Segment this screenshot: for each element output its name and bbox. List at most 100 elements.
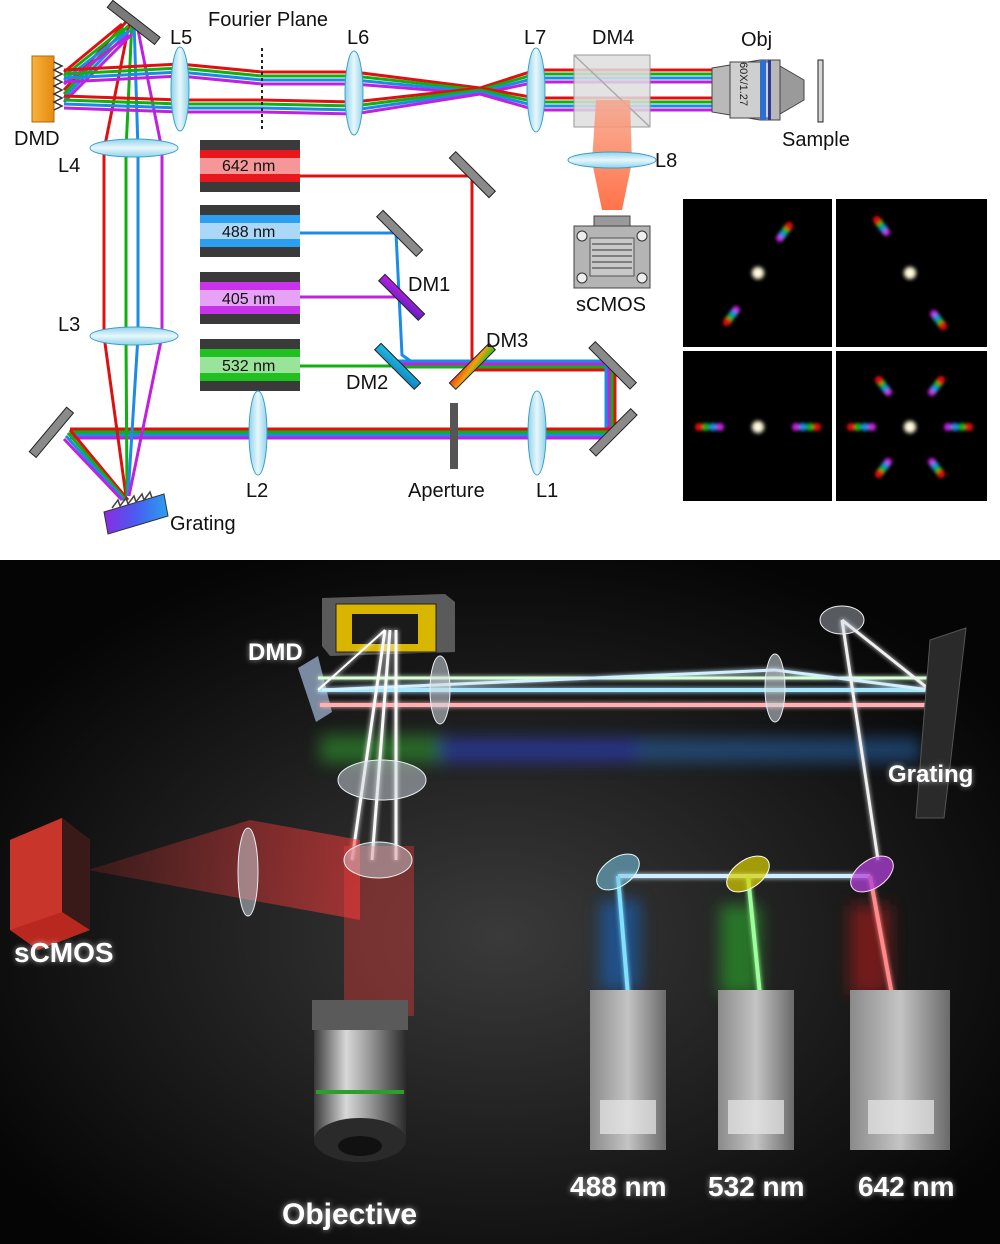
objective-lens	[711, 59, 805, 121]
label-l3: L3	[58, 314, 80, 336]
svg-text:405 nm: 405 nm	[222, 291, 275, 308]
render-lens-1	[429, 655, 451, 725]
lens-l8	[567, 151, 657, 169]
pattern-spot	[958, 423, 966, 431]
laser-488: 488 nm	[200, 205, 300, 257]
mirror-top-left	[106, 0, 161, 46]
pattern-spot	[854, 423, 862, 431]
render-background	[0, 560, 1000, 1244]
pattern-center-spot	[750, 419, 766, 435]
pattern-spot	[868, 423, 876, 431]
pattern-spot	[695, 423, 703, 431]
illumination-patterns	[683, 199, 987, 501]
label-scmos: sCMOS	[576, 294, 646, 316]
label-l2: L2	[246, 480, 268, 502]
render-laser-488	[590, 990, 666, 1150]
label-dm3: DM3	[486, 330, 528, 352]
floor-glow	[320, 735, 920, 995]
laser-532: 532 nm	[200, 339, 300, 391]
dmd-device	[31, 55, 64, 123]
label-aperture: Aperture	[408, 480, 485, 502]
render-scmos	[10, 818, 90, 950]
label-fourier-plane: Fourier Plane	[208, 9, 328, 31]
render-dmd	[298, 594, 455, 722]
label-dm1: DM1	[408, 274, 450, 296]
svg-text:488 nm: 488 nm	[222, 224, 275, 241]
render-label-532: 532 nm	[708, 1171, 805, 1202]
pattern-spot	[723, 318, 731, 326]
dm3	[448, 342, 497, 391]
pattern-spot	[861, 423, 869, 431]
beam-to-grating	[62, 429, 130, 502]
label-l5: L5	[170, 27, 192, 49]
render-label-grating: Grating	[888, 761, 973, 788]
label-l8: L8	[655, 150, 677, 172]
pattern-spot	[951, 423, 959, 431]
pattern-spot	[875, 470, 883, 478]
mirror-488	[375, 209, 424, 258]
pattern-spot	[937, 376, 945, 384]
render-beams	[317, 618, 931, 996]
label-dm2: DM2	[346, 372, 388, 394]
label-dmd: DMD	[14, 128, 60, 150]
pattern-spot	[944, 423, 952, 431]
lens-l2	[248, 390, 268, 476]
label-grating: Grating	[170, 513, 236, 535]
label-obj: Obj	[741, 29, 772, 51]
pattern-spot	[813, 423, 821, 431]
pattern-spot	[873, 216, 881, 224]
pattern-spot	[875, 376, 883, 384]
pattern-center-spot	[902, 419, 918, 435]
pattern-center-spot	[902, 265, 918, 281]
label-l7: L7	[524, 27, 546, 49]
mirror-left-lower	[28, 406, 75, 459]
pattern-spot	[792, 423, 800, 431]
aperture	[450, 403, 458, 469]
combined-beam-1	[392, 359, 617, 432]
pattern-spot	[702, 423, 710, 431]
beam-from-grating	[102, 19, 164, 497]
label-l4: L4	[58, 155, 80, 177]
pattern-spot	[937, 470, 945, 478]
render-objective	[312, 1000, 408, 1162]
render-laser-532	[718, 990, 794, 1150]
lens-l7	[526, 47, 546, 133]
lens-l1	[527, 390, 547, 476]
pattern-spot	[799, 423, 807, 431]
render-label-488: 488 nm	[570, 1171, 667, 1202]
render-lens-4	[237, 827, 259, 917]
render-label-dmd: DMD	[248, 639, 303, 666]
render-label-642: 642 nm	[858, 1171, 955, 1202]
svg-text:642 nm: 642 nm	[222, 158, 275, 175]
render-label-scmos: sCMOS	[14, 937, 114, 968]
render-lens-3	[337, 759, 427, 801]
dm2	[373, 342, 422, 391]
render-lens-2	[764, 653, 786, 723]
pattern-spot	[965, 423, 973, 431]
render-dichroic-yellow	[726, 855, 770, 893]
lens-l3	[89, 326, 179, 346]
combined-beam-2	[70, 427, 612, 440]
pattern-spot	[847, 423, 855, 431]
beam-paths	[62, 19, 712, 502]
pattern-center-spot	[750, 265, 766, 281]
laser-405: 405 nm	[200, 272, 300, 324]
mirror-right-upper	[588, 340, 638, 390]
lens-l5	[170, 46, 190, 132]
optical-schematic: DMD L5 Fourier Plane L6 L7 DM4 L8	[14, 0, 987, 535]
pattern-spot	[806, 423, 814, 431]
render-dm4	[343, 841, 413, 879]
pattern-spot	[785, 222, 793, 230]
label-dm4: DM4	[592, 27, 634, 49]
render-dichroic-violet	[850, 855, 894, 893]
grating	[103, 490, 169, 535]
pattern-spot	[716, 423, 724, 431]
sample-slide	[817, 59, 824, 123]
pattern-spot	[709, 423, 717, 431]
dm1	[377, 273, 426, 322]
laser-642: 642 nm	[200, 140, 300, 192]
render-grating	[915, 627, 967, 819]
pattern-spot	[939, 322, 947, 330]
